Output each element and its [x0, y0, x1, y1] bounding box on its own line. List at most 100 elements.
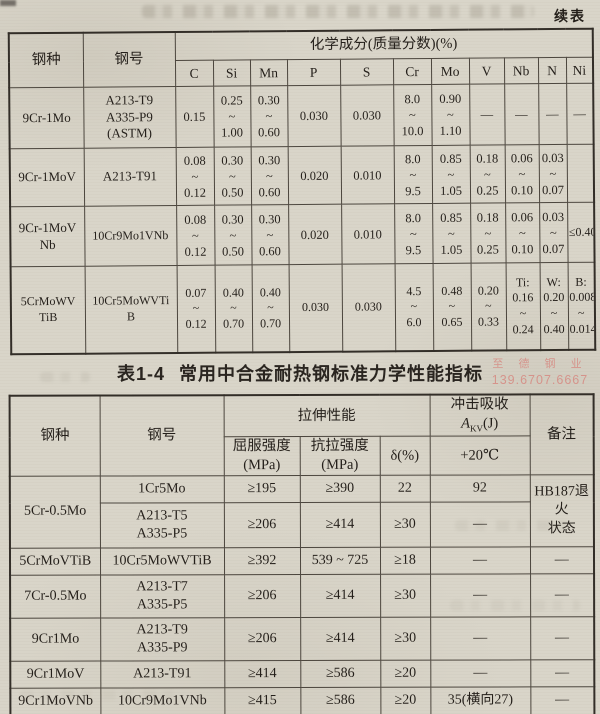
impact-cell: —: [430, 659, 531, 688]
table-cell: 0.03 ~ 0.07: [538, 144, 568, 203]
table-cell: 0.85 ~ 1.05: [432, 203, 471, 264]
table-cell: 0.25 ~ 1.00: [213, 85, 251, 148]
elongation-cell: ≥20: [380, 687, 431, 714]
steel-grade-cell: A213-T9 A335-P9 (ASTM): [83, 86, 176, 149]
table-cell: 0.030: [341, 263, 396, 352]
table-cell: 0.020: [288, 204, 342, 265]
element-header-si: Si: [212, 59, 251, 87]
elongation-cell: ≥30: [379, 502, 430, 548]
column-header-impact-temp: +20℃: [429, 435, 530, 476]
column-header-elongation: δ(%): [379, 436, 430, 476]
table-cell: 0.30 ~ 0.50: [213, 146, 252, 206]
table-cell: 0.020: [287, 146, 342, 205]
steel-grade-cell: 10Cr5MoWVTiB: [99, 547, 225, 576]
element-header-mo: Mo: [430, 58, 470, 85]
impact-subscript: KV: [469, 423, 483, 434]
remark-cell: —: [530, 573, 595, 617]
impact-cell: —: [430, 616, 531, 661]
table-row: 9Cr-1MoV Nb 10Cr9Mo1VNb 0.08 ~ 0.12 0.30…: [10, 202, 595, 267]
tensile-cell: ≥390: [299, 475, 380, 503]
table-row: 9Cr1MoVNb 10Cr9Mo1VNb ≥415 ≥586 ≥20 35(横…: [10, 686, 595, 714]
bleed-through-artifact: [450, 600, 580, 611]
element-header-mn: Mn: [249, 59, 288, 86]
column-header-steel-grade: 钢号: [99, 395, 224, 477]
table-cell: 0.30 ~ 0.50: [214, 204, 252, 266]
elongation-cell: ≥30: [380, 617, 431, 661]
steel-grade-cell: 10Cr9Mo1VNb: [84, 205, 177, 267]
table-cell: 0.07 ~ 0.12: [176, 265, 216, 353]
impact-cell: 92: [429, 474, 530, 503]
table-cell: Ti: 0.16 ~ 0.24: [505, 262, 541, 351]
table-cell: 0.20 ~ 0.33: [470, 262, 507, 351]
steel-type-cell: 9Cr-1MoV Nb: [10, 206, 85, 267]
tensile-cell: ≥586: [300, 687, 381, 714]
table-cell: 0.010: [341, 203, 395, 265]
watermark-company: 至 德 钢 业: [492, 358, 588, 370]
table-cell: —: [538, 83, 567, 145]
table-cell: 0.40 ~ 0.70: [214, 264, 253, 353]
table-row: 9Cr-1MoV A213-T91 0.08 ~ 0.12 0.30 ~ 0.5…: [9, 144, 595, 207]
watermark-phone: 139.6707.6667: [491, 373, 589, 387]
column-header-tensile-group: 拉伸性能: [223, 394, 430, 437]
table-cell: 0.30 ~ 0.60: [250, 85, 288, 147]
table-cell: 0.06 ~ 0.10: [505, 202, 540, 263]
yield-cell: ≥195: [223, 475, 300, 503]
tensile-cell: ≥414: [300, 574, 381, 618]
table-cell: 8.0 ~ 9.5: [393, 145, 433, 204]
impact-title: 冲击吸收: [450, 396, 509, 413]
table-cell: —: [566, 83, 594, 145]
tensile-cell: ≥414: [300, 617, 381, 661]
steel-grade-cell: A213-T91: [100, 660, 225, 689]
column-header-steel-grade: 钢号: [82, 31, 176, 88]
impact-cell: —: [429, 501, 530, 548]
remark-cell: HB187退火 状态: [529, 474, 594, 547]
steel-grade-cell: A213-T9 A335-P9: [100, 617, 225, 662]
table-cell: 0.18 ~ 0.25: [470, 202, 506, 264]
element-header-n: N: [537, 57, 567, 84]
impact-cell: 35(横向27): [430, 686, 531, 714]
scan-artifact: [0, 0, 16, 6]
table-row: 5CrMoWV TiB 10Cr5MoWVTi B 0.07 ~ 0.12 0.…: [10, 262, 596, 355]
elongation-cell: 22: [379, 475, 430, 503]
yield-cell: ≥206: [224, 617, 301, 661]
steel-type-cell: 7Cr-0.5Mo: [10, 575, 101, 619]
column-header-impact: 冲击吸收 AKV(J): [429, 394, 530, 437]
yield-cell: ≥414: [224, 660, 301, 688]
remark-cell: —: [529, 546, 595, 574]
column-header-yield-strength: 屈服强度 (MPa): [223, 436, 300, 476]
impact-unit: (J): [482, 415, 499, 432]
table-cell: ≤0.40: [567, 202, 595, 263]
steel-type-cell: 9Cr1MoV: [10, 661, 101, 689]
yield-cell: ≥206: [224, 574, 301, 618]
table-cell: 0.48 ~ 0.65: [432, 263, 472, 351]
bleed-through-artifact: [40, 372, 90, 382]
tensile-cell: 539 ~ 725: [299, 547, 381, 575]
yield-cell: ≥415: [224, 687, 301, 714]
table-row: 7Cr-0.5Mo A213-T7 A335-P5 ≥206 ≥414 ≥30 …: [10, 573, 595, 619]
tensile-cell: ≥586: [300, 660, 381, 688]
element-header-nb: Nb: [503, 57, 539, 84]
steel-grade-cell: A213-T5 A335-P5: [99, 502, 224, 549]
table-cell: 8.0 ~ 10.0: [393, 84, 432, 146]
steel-type-cell: 5CrMoVTiB: [9, 548, 101, 576]
table-cell: 0.85 ~ 1.05: [431, 145, 471, 204]
table-cell: 0.08 ~ 0.12: [176, 205, 215, 266]
table-cell: 0.030: [288, 264, 343, 353]
tensile-cell: ≥414: [299, 502, 380, 548]
steel-type-cell: 9Cr1MoVNb: [10, 688, 101, 714]
steel-grade-cell: A213-T91: [83, 147, 177, 207]
yield-cell: ≥206: [223, 502, 300, 548]
remark-cell: —: [530, 616, 595, 660]
steel-type-cell: 5Cr-0.5Mo: [9, 476, 100, 549]
table-cell: 0.010: [340, 145, 395, 205]
steel-grade-cell: 10Cr5MoWVTi B: [84, 265, 178, 354]
continued-table-label: 续表: [554, 10, 586, 25]
table2-title-text: 常用中合金耐热钢标准力学性能指标: [179, 364, 483, 384]
table-cell: W: 0.20 ~ 0.40: [539, 262, 569, 351]
steel-type-cell: 5CrMoWV TiB: [10, 266, 86, 355]
steel-grade-cell: A213-T7 A335-P5: [100, 574, 225, 619]
steel-type-cell: 9Cr1Mo: [10, 618, 101, 662]
table-row: 5CrMoVTiB 10Cr5MoWVTiB ≥392 539 ~ 725 ≥1…: [9, 546, 595, 576]
yield-cell: ≥392: [223, 547, 301, 575]
table-row: 9Cr1Mo A213-T9 A335-P9 ≥206 ≥414 ≥30 — —: [10, 616, 595, 662]
